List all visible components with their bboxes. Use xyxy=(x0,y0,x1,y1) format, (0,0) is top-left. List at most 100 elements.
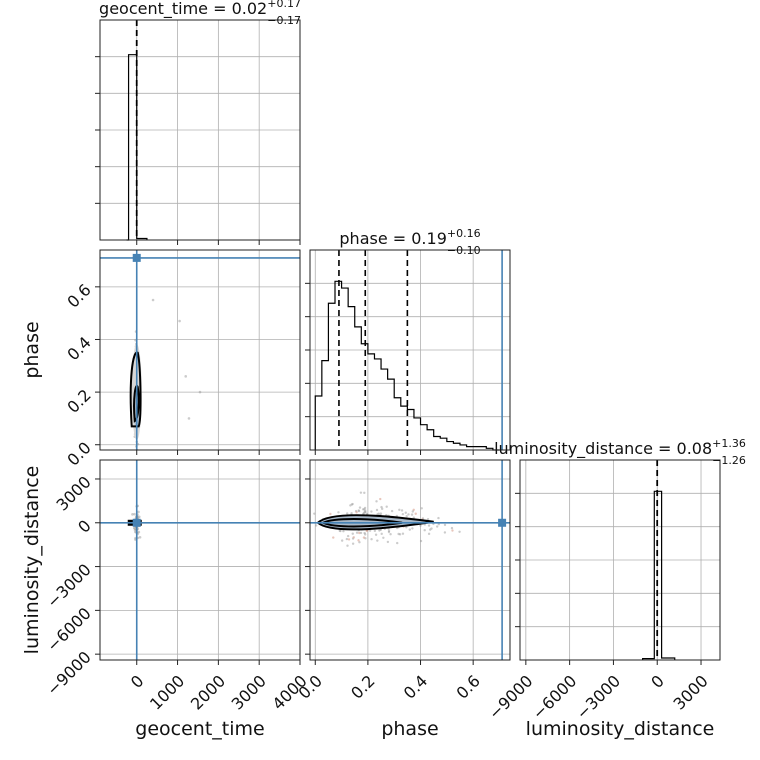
scatter-point xyxy=(375,500,378,503)
scatter-point xyxy=(398,508,401,512)
scatter-point xyxy=(352,536,355,539)
title-minus: −1.26 xyxy=(712,454,746,467)
scatter-point xyxy=(420,507,423,510)
scatter-point xyxy=(411,527,414,530)
y-axis-label-phase: phase xyxy=(21,321,43,378)
scatter-point xyxy=(427,524,431,527)
scatter-point xyxy=(414,512,417,515)
title-plus: +1.36 xyxy=(712,437,746,450)
x-tick-label: 3000 xyxy=(670,671,712,713)
panels: geocent_time = 0.02+0.17−0.17 phase = 0.1… xyxy=(21,0,746,740)
scatter-point xyxy=(376,539,379,542)
x-tick-label: 0 xyxy=(127,671,148,692)
scatter-point xyxy=(133,512,136,516)
scatter-point xyxy=(374,533,378,536)
panel-luminosity_distance-hist: −9000−6000−3000 0 3000 luminosity_distance … xyxy=(485,437,746,723)
scatter-point xyxy=(382,536,385,540)
scatter-point xyxy=(332,536,335,539)
scatter-point xyxy=(358,540,361,544)
scatter-point xyxy=(346,534,350,538)
scatter-point xyxy=(379,512,383,515)
y-tick-label: −6000 xyxy=(43,604,95,656)
histogram-phase xyxy=(314,280,500,451)
scatter-point xyxy=(357,539,360,542)
plot-area xyxy=(100,460,300,660)
scatter-point xyxy=(340,539,344,542)
scatter-point xyxy=(387,529,391,533)
scatter-point xyxy=(345,537,349,541)
scatter-point xyxy=(364,510,367,513)
scatter-point xyxy=(451,529,454,532)
scatter-point xyxy=(370,538,373,541)
scatter-point xyxy=(347,538,351,541)
x-axis-label-geocent_time: geocent_time xyxy=(135,718,264,740)
panel-phase-hist: phase = 0.19+0.16−0.10 xyxy=(305,227,511,455)
y-axis-label-luminosity_distance: luminosity_distance xyxy=(21,466,43,655)
title-minus: −0.10 xyxy=(447,244,481,257)
axes-frame xyxy=(519,459,721,661)
scatter-point xyxy=(351,542,355,545)
scatter-point xyxy=(137,515,141,519)
y-tick-label: 0.0 xyxy=(63,438,94,469)
grid xyxy=(310,460,510,660)
y-tick-label: 0 xyxy=(74,516,95,537)
scatter-point xyxy=(178,319,181,323)
scatter-point xyxy=(357,509,361,513)
scatter-point xyxy=(363,506,367,510)
scatter-point xyxy=(427,532,431,536)
scatter-point xyxy=(351,532,354,535)
axes-frame xyxy=(309,249,511,451)
x-tick-label: −9000 xyxy=(485,671,537,723)
histogram-luminosity_distance xyxy=(642,490,676,660)
scatter-point xyxy=(443,523,447,527)
scatter-point xyxy=(151,298,155,302)
scatter-point xyxy=(137,530,141,534)
truth-point xyxy=(132,253,141,262)
scatter-point xyxy=(359,531,363,535)
scatter-point xyxy=(380,507,384,511)
scatter-point xyxy=(400,509,404,512)
scatter-point xyxy=(398,533,402,536)
scatter-point xyxy=(198,390,202,394)
grid xyxy=(100,250,301,450)
scatter-point xyxy=(184,375,188,378)
x-tick-label: 0.6 xyxy=(452,671,483,702)
scatter-point xyxy=(355,511,358,514)
scatter-point xyxy=(137,510,140,514)
scatter-point xyxy=(437,523,440,526)
grid xyxy=(100,460,301,660)
title-minus: −0.17 xyxy=(267,14,301,27)
x-tick-label: 0 xyxy=(647,671,668,692)
scatter-point xyxy=(411,510,415,513)
scatter-point xyxy=(362,536,366,539)
x-tick-label: −3000 xyxy=(572,671,624,723)
scatter-point xyxy=(380,532,383,536)
plot-area xyxy=(100,250,300,450)
scatter-point xyxy=(338,529,341,532)
title-main: geocent_time = 0.02 xyxy=(99,0,267,19)
scatter-point xyxy=(410,513,414,516)
axes-frame xyxy=(309,459,511,661)
scatter-point xyxy=(358,531,361,535)
scatter-point xyxy=(389,533,392,536)
panel-title: geocent_time = 0.02+0.17 xyxy=(99,0,301,19)
scatter-point xyxy=(342,529,345,533)
scatter-point xyxy=(346,544,349,547)
scatter-point xyxy=(423,528,426,532)
scatter-point xyxy=(419,539,423,543)
y-tick-label: 0.4 xyxy=(63,333,94,364)
y-tick-label: 3000 xyxy=(53,472,95,514)
scatter-point xyxy=(355,531,359,534)
scatter-point xyxy=(404,511,407,514)
x-tick-label: 0.2 xyxy=(347,671,378,702)
y-tick-label: −9000 xyxy=(43,648,95,700)
scatter-point xyxy=(363,491,366,495)
scatter-point xyxy=(361,508,365,511)
truth-point xyxy=(498,518,507,527)
scatter-point xyxy=(373,529,377,533)
scatter-point xyxy=(437,516,440,520)
scatter-point xyxy=(408,528,411,531)
grid xyxy=(520,460,720,660)
x-tick-label: 1000 xyxy=(146,671,188,713)
